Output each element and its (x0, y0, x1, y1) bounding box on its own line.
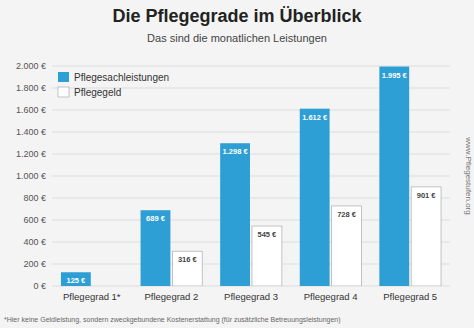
bar (411, 187, 441, 286)
data-labels: 125 € 689 € 1.298 € 1.612 € 1.995 € 316 € 545 … (66, 71, 436, 286)
data-label: 545 € (258, 230, 278, 239)
title: Die Pflegegrade im Überblick (112, 6, 362, 26)
bar (141, 210, 171, 286)
legend-swatch (58, 72, 69, 82)
legend-swatch (58, 87, 69, 97)
y-tick-label: 600 € (23, 215, 46, 225)
x-tick-label: Pflegegrad 4 (304, 291, 358, 302)
legend-label: Pflegegeld (74, 87, 121, 98)
bar (379, 67, 409, 286)
bar (61, 272, 91, 286)
y-tick-label: 1.200 € (16, 149, 46, 159)
bar (220, 143, 250, 286)
watermark: www.Pflegestufen.org (464, 136, 473, 214)
x-tick-label: Pflegegrad 2 (144, 291, 198, 302)
y-tick-label: 1.600 € (16, 105, 46, 115)
grid (52, 66, 450, 286)
data-label: 689 € (146, 214, 166, 223)
chart: Die Pflegegrade im Überblick Das sind die… (0, 0, 474, 328)
y-tick-label: 400 € (23, 237, 46, 247)
y-tick-label: 2.000 € (16, 61, 46, 71)
y-tick-label: 1.000 € (16, 171, 46, 181)
data-label: 1.298 € (223, 147, 249, 156)
data-label: 316 € (178, 255, 198, 264)
bar (252, 226, 282, 286)
y-tick-label: 0 € (33, 281, 46, 291)
bar (172, 251, 202, 286)
data-label: 901 € (417, 191, 437, 200)
y-tick-label: 1.800 € (16, 83, 46, 93)
x-tick-label: Pflegegrad 1* (63, 291, 121, 302)
x-tick-label: Pflegegrad 3 (224, 291, 278, 302)
y-tick-label: 1.400 € (16, 127, 46, 137)
bars (61, 67, 441, 286)
subtitle: Das sind die monatlichen Leistungen (147, 32, 327, 44)
legend: Pflegesachleistungen Pflegegeld (58, 72, 169, 98)
y-tick-label: 200 € (23, 259, 46, 269)
y-tick-label: 800 € (23, 193, 46, 203)
bar (332, 206, 362, 286)
footnote: *Hier keine Geldleistung, sondern zweckg… (4, 316, 341, 324)
data-label: 125 € (66, 276, 86, 285)
data-label: 728 € (337, 210, 357, 219)
bar (93, 286, 123, 287)
x-tick-label: Pflegegrad 5 (383, 291, 437, 302)
data-label: 1.612 € (302, 113, 328, 122)
bar (300, 109, 330, 286)
grid-line (52, 66, 450, 67)
data-label: 1.995 € (382, 71, 408, 80)
legend-label: Pflegesachleistungen (74, 72, 169, 83)
